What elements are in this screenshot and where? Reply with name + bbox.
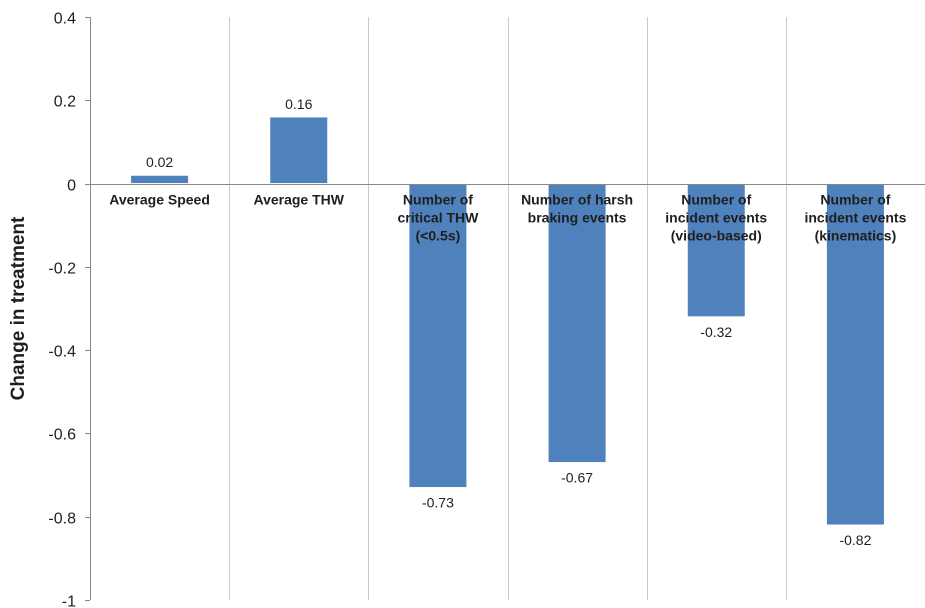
- category-label: Number of harsh braking events: [521, 192, 633, 226]
- data-label: 0.02: [146, 154, 173, 170]
- category-labels: Average Speed Average THW Number of critica…: [109, 192, 906, 244]
- y-tick-labels: 0.4 0.2 0 -0.2 -0.4 -0.6 -0.8 -1: [48, 11, 76, 608]
- y-tick-label: 0.4: [54, 11, 76, 28]
- category-label: Average THW: [253, 192, 344, 208]
- category-label: Number of incident events (video-based): [665, 192, 767, 244]
- grid-lines: [90, 17, 787, 600]
- category-label-line: Number of: [681, 192, 751, 208]
- category-label-line: Number of: [820, 192, 890, 208]
- axes: [85, 17, 925, 601]
- bar: [547, 183, 607, 464]
- category-label-line: incident events: [665, 210, 767, 226]
- bars: [130, 116, 885, 526]
- y-tick-label: 0.2: [54, 94, 76, 111]
- y-tick-label: 0: [67, 178, 76, 195]
- category-label-line: Number of harsh: [521, 192, 633, 208]
- bar: [130, 174, 190, 185]
- data-label: -0.82: [839, 532, 871, 548]
- category-label-line: Number of: [403, 192, 473, 208]
- data-label: -0.73: [422, 495, 454, 511]
- bar: [686, 183, 746, 318]
- category-label: Number of critical THW (<0.5s): [397, 192, 479, 244]
- y-tick-label: -0.8: [48, 511, 76, 528]
- data-label: 0.16: [285, 96, 312, 112]
- y-tick-label: -1: [62, 594, 76, 608]
- bar: [825, 183, 885, 526]
- category-label-line: (video-based): [671, 228, 762, 244]
- category-label-line: Average THW: [253, 192, 344, 208]
- category-label-line: (kinematics): [815, 228, 897, 244]
- y-tick-label: -0.6: [48, 427, 76, 444]
- category-label-line: braking events: [528, 210, 627, 226]
- category-label-line: Average Speed: [109, 192, 210, 208]
- bar: [269, 116, 329, 185]
- bar: [408, 183, 468, 489]
- category-label-line: (<0.5s): [416, 228, 461, 244]
- y-axis-title: Change in treatment: [8, 216, 29, 400]
- data-label: -0.67: [561, 470, 593, 486]
- data-label: -0.32: [700, 324, 732, 340]
- data-labels: 0.02 0.16 -0.73 -0.67 -0.32 -0.82: [146, 96, 872, 548]
- category-label-line: critical THW: [397, 210, 479, 226]
- y-tick-label: -0.2: [48, 261, 76, 278]
- category-label-line: incident events: [804, 210, 906, 226]
- category-label: Number of incident events (kinematics): [804, 192, 906, 244]
- y-tick-label: -0.4: [48, 344, 76, 361]
- category-label: Average Speed: [109, 192, 210, 208]
